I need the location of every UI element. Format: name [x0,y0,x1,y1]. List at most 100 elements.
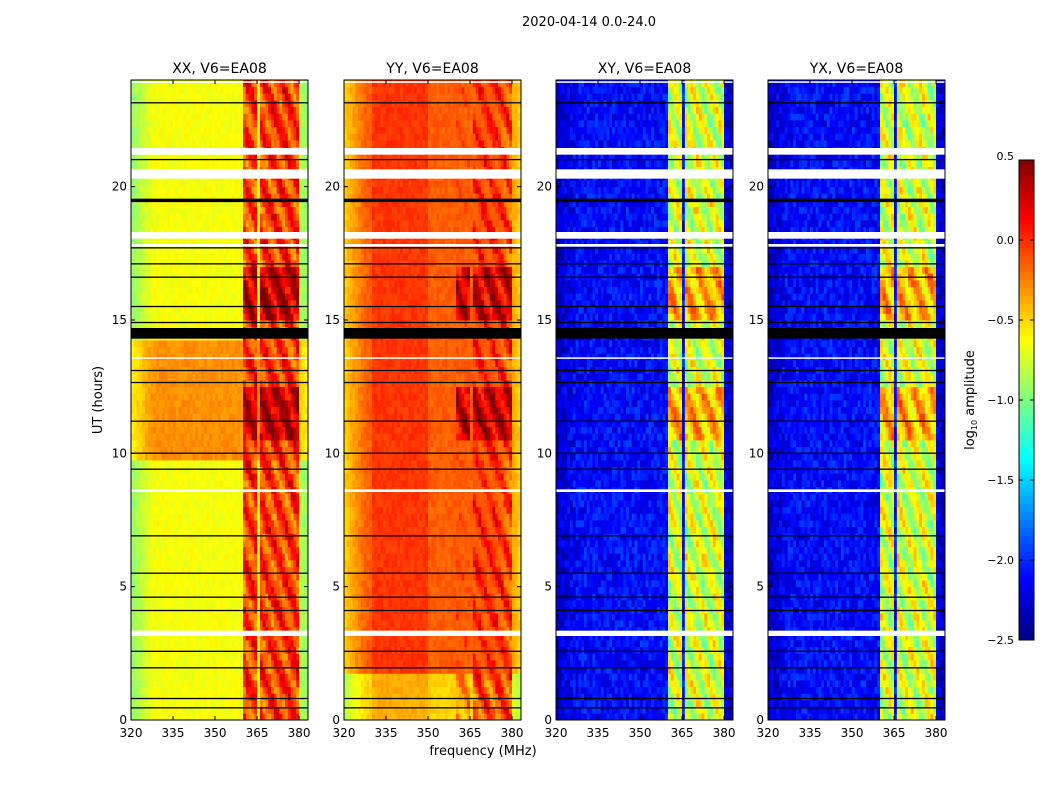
heatmap-cell [282,313,285,320]
heatmap-cell [148,267,151,274]
heatmap-cell [190,500,193,507]
heatmap-cell [299,673,302,680]
heatmap-cell [232,500,235,507]
heatmap-cell [212,533,215,540]
heatmap-cell [265,713,268,720]
heatmap-cell [156,680,159,687]
heatmap-cell [181,393,184,400]
heatmap-cell [218,520,221,527]
heatmap-cell [285,407,288,414]
heatmap-cell [221,687,224,694]
heatmap-cell [274,373,277,380]
heatmap-cell [243,353,246,360]
heatmap-cell [142,480,145,487]
heatmap-cell [265,513,268,520]
heatmap-cell [271,467,274,474]
heatmap-cell [293,587,296,594]
heatmap-cell [153,480,156,487]
heatmap-cell [279,213,282,220]
heatmap-cell [279,520,282,527]
heatmap-cell [305,587,308,594]
heatmap-cell [204,380,207,387]
heatmap-cell [246,600,249,607]
heatmap-cell [305,493,308,500]
heatmap-cell [167,213,170,220]
heatmap-cell [299,220,302,227]
heatmap-cell [271,600,274,607]
heatmap-cell [167,540,170,547]
heatmap-cell [167,400,170,407]
heatmap-cell [134,253,137,260]
heatmap-cell [193,293,196,300]
heatmap-cell [249,387,252,394]
heatmap-cell [159,353,162,360]
heatmap-cell [204,293,207,300]
heatmap-cell [249,287,252,294]
heatmap-cell [139,220,142,227]
heatmap-cell [176,293,179,300]
heatmap-cell [167,413,170,420]
heatmap-cell [139,533,142,540]
heatmap-cell [277,493,280,500]
heatmap-cell [134,520,137,527]
heatmap-cell [226,533,229,540]
heatmap-cell [288,287,291,294]
heatmap-cell [265,673,268,680]
heatmap-cell [176,320,179,327]
heatmap-cell [184,413,187,420]
heatmap-cell [193,440,196,447]
heatmap-cell [173,220,176,227]
heatmap-cell [249,473,252,480]
heatmap-cell [212,467,215,474]
heatmap-cell [184,713,187,720]
heatmap-cell [257,500,260,507]
heatmap-cell [254,280,257,287]
heatmap-cell [181,407,184,414]
heatmap-cell [156,587,159,594]
heatmap-cell [305,507,308,514]
heatmap-cell [223,547,226,554]
heatmap-cell [165,560,168,567]
heatmap-cell [209,440,212,447]
heatmap-cell [167,480,170,487]
heatmap-cell [293,340,296,347]
heatmap-cell [305,640,308,647]
heatmap-cell [305,533,308,540]
heatmap-cell [232,207,235,214]
heatmap-cell [274,440,277,447]
heatmap-cell [170,620,173,627]
heatmap-cell [268,587,271,594]
heatmap-cell [296,467,299,474]
heatmap-cell [153,533,156,540]
heatmap-cell [246,280,249,287]
heatmap-cell [223,480,226,487]
heatmap-cell [251,213,254,220]
heatmap-cell [263,700,266,707]
heatmap-cell [193,640,196,647]
heatmap-cell [195,453,198,460]
heatmap-cell [153,220,156,227]
heatmap-cell [198,400,201,407]
heatmap-cell [170,467,173,474]
heatmap-cell [254,673,257,680]
heatmap-cell [221,693,224,700]
heatmap-cell [173,440,176,447]
heatmap-cell [223,693,226,700]
heatmap-cell [142,493,145,500]
heatmap-cell [229,547,232,554]
heatmap-cell [257,347,260,354]
heatmap-cell [288,320,291,327]
heatmap-cell [274,480,277,487]
heatmap-cell [142,347,145,354]
heatmap-cell [232,560,235,567]
heatmap-cell [223,293,226,300]
heatmap-cell [193,213,196,220]
heatmap-cell [187,613,190,620]
heatmap-cell [204,673,207,680]
heatmap-cell [142,307,145,314]
heatmap-cell [265,620,268,627]
heatmap-cell [263,647,266,654]
heatmap-cell [162,313,165,320]
heatmap-cell [263,380,266,387]
heatmap-cell [265,527,268,534]
